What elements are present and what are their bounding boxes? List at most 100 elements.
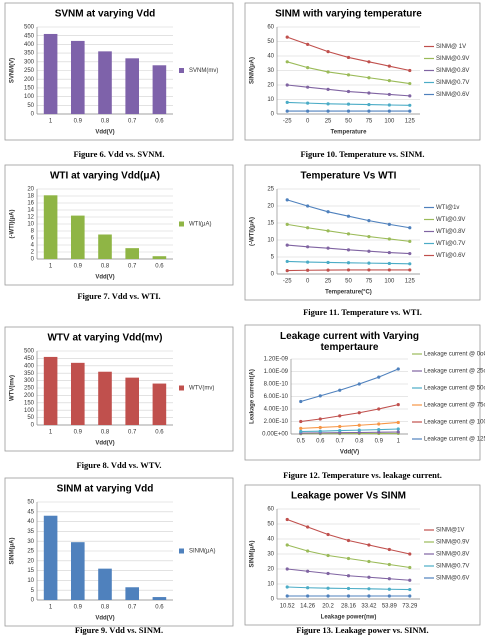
x-tick-label: 1 bbox=[49, 430, 53, 436]
bar bbox=[71, 542, 85, 600]
y-tick-label: 15 bbox=[267, 221, 274, 227]
point bbox=[387, 237, 391, 241]
point bbox=[408, 94, 412, 98]
bar bbox=[43, 356, 58, 425]
y-tick-label: 20 bbox=[267, 204, 274, 210]
point bbox=[377, 428, 381, 432]
point bbox=[387, 577, 391, 581]
legend-label: SINM@0.8V bbox=[436, 552, 469, 558]
x-tick-label: 0.8 bbox=[101, 605, 110, 611]
legend-label: WTI@0.8V bbox=[436, 229, 465, 235]
y-axis-label: WTV(mv) bbox=[10, 375, 16, 401]
point bbox=[285, 269, 289, 273]
point bbox=[387, 562, 391, 567]
chart-title: SINM with varying temperature bbox=[275, 9, 422, 20]
y-tick-label: 45 bbox=[27, 509, 34, 515]
x-tick-label: 1 bbox=[49, 605, 53, 611]
point bbox=[396, 367, 400, 371]
point bbox=[285, 83, 289, 87]
point bbox=[408, 239, 412, 243]
y-tick-label: 50 bbox=[267, 39, 274, 45]
y-tick-label: 0 bbox=[271, 597, 275, 603]
y-tick-label: 0.00E+00 bbox=[262, 432, 289, 438]
y-tick-label: 2.00E-10 bbox=[264, 419, 289, 425]
y-tick-label: 50 bbox=[27, 415, 34, 421]
point bbox=[367, 102, 371, 107]
point bbox=[346, 214, 351, 218]
point bbox=[367, 261, 371, 265]
chart-frame bbox=[4, 326, 234, 452]
x-tick-label: 0.8 bbox=[355, 439, 364, 445]
point bbox=[367, 249, 371, 253]
x-tick-label: 125 bbox=[405, 119, 416, 125]
point bbox=[346, 55, 351, 60]
point bbox=[285, 35, 289, 39]
chart-title: SVNM at varying Vdd bbox=[55, 9, 156, 20]
point bbox=[285, 109, 289, 113]
x-tick-label: 100 bbox=[384, 279, 395, 285]
y-axis-label: SVNM(V) bbox=[10, 58, 16, 83]
point bbox=[367, 91, 371, 95]
x-tick-label: 0.7 bbox=[128, 605, 137, 611]
y-axis-label: (-WTI)(μA) bbox=[10, 210, 16, 239]
x-tick-label: 0.8 bbox=[101, 430, 110, 436]
point bbox=[318, 417, 322, 421]
y-tick-label: 15 bbox=[27, 568, 34, 574]
y-tick-label: 20 bbox=[27, 187, 34, 193]
y-tick-label: 150 bbox=[24, 400, 35, 406]
y-tick-label: 4 bbox=[31, 243, 35, 249]
bar bbox=[43, 33, 58, 114]
y-tick-label: 0 bbox=[31, 598, 35, 604]
x-tick-label: 0.9 bbox=[74, 605, 83, 611]
y-tick-label: 0 bbox=[271, 272, 275, 278]
legend-label: SINM@0.6V bbox=[436, 92, 469, 98]
legend-label: SINM@0.8V bbox=[436, 68, 469, 74]
x-axis-label: Leakage power(nw) bbox=[321, 615, 377, 621]
y-tick-label: 400 bbox=[24, 363, 35, 369]
point bbox=[338, 428, 342, 433]
y-tick-label: 30 bbox=[267, 552, 274, 558]
x-tick-label: 0.6 bbox=[155, 605, 164, 611]
bar bbox=[43, 515, 58, 600]
legend-label: Leakage current @ 75oC bbox=[424, 403, 485, 409]
point bbox=[346, 73, 351, 77]
point bbox=[377, 375, 381, 379]
legend-label: WTI@0.9V bbox=[436, 217, 465, 223]
point bbox=[387, 109, 391, 113]
point bbox=[408, 262, 412, 266]
y-tick-label: 14 bbox=[27, 208, 34, 214]
point bbox=[346, 89, 351, 94]
chart-title: WTV at varying Vdd(mv) bbox=[47, 333, 162, 344]
x-tick-label: 25 bbox=[325, 119, 332, 125]
chart-frame bbox=[4, 477, 234, 627]
point bbox=[306, 109, 310, 113]
point bbox=[408, 587, 412, 592]
y-tick-label: 150 bbox=[24, 85, 35, 91]
point bbox=[346, 556, 351, 561]
bar bbox=[98, 51, 112, 114]
point bbox=[318, 429, 322, 433]
x-tick-label: 0.5 bbox=[297, 439, 306, 445]
point bbox=[306, 525, 310, 529]
y-tick-label: 50 bbox=[27, 103, 34, 109]
point bbox=[346, 538, 351, 543]
x-tick-label: 28.16 bbox=[341, 604, 357, 610]
x-tick-label: 0.9 bbox=[74, 264, 83, 270]
x-axis-label: Temperature(°C) bbox=[325, 290, 372, 296]
point bbox=[285, 594, 289, 598]
point bbox=[306, 85, 310, 89]
x-tick-label: 33.42 bbox=[361, 604, 377, 610]
point bbox=[387, 103, 391, 107]
legend-swatch bbox=[179, 385, 184, 391]
point bbox=[377, 407, 381, 411]
legend-label: Leakage current @ 100oC bbox=[424, 420, 485, 426]
point bbox=[367, 268, 371, 272]
point bbox=[408, 68, 412, 73]
x-tick-label: 0.9 bbox=[375, 439, 384, 445]
y-tick-label: 250 bbox=[24, 386, 35, 392]
y-tick-label: 25 bbox=[267, 187, 274, 193]
line bbox=[300, 404, 399, 423]
point bbox=[285, 100, 289, 104]
legend-label: WTI(μA) bbox=[189, 222, 211, 228]
bar bbox=[125, 248, 139, 259]
